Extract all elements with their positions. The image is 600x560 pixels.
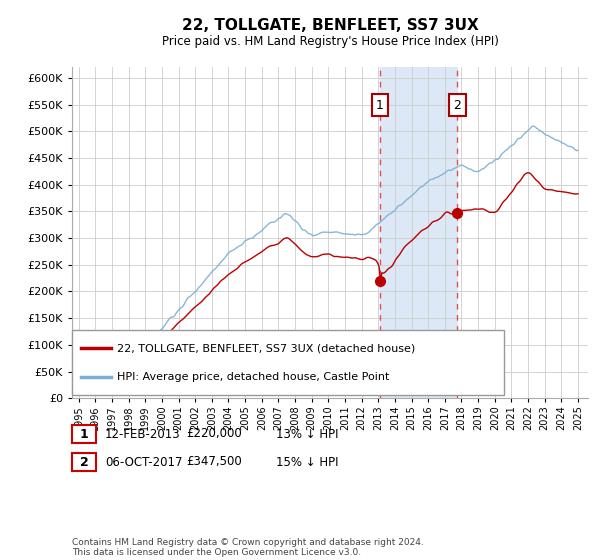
- Text: HPI: Average price, detached house, Castle Point: HPI: Average price, detached house, Cast…: [117, 372, 389, 382]
- Text: Price paid vs. HM Land Registry's House Price Index (HPI): Price paid vs. HM Land Registry's House …: [161, 35, 499, 49]
- Text: £347,500: £347,500: [186, 455, 242, 469]
- Text: 22, TOLLGATE, BENFLEET, SS7 3UX: 22, TOLLGATE, BENFLEET, SS7 3UX: [182, 18, 478, 32]
- Text: 15% ↓ HPI: 15% ↓ HPI: [276, 455, 338, 469]
- Text: £220,000: £220,000: [186, 427, 242, 441]
- Text: 13% ↓ HPI: 13% ↓ HPI: [276, 427, 338, 441]
- Text: 22, TOLLGATE, BENFLEET, SS7 3UX (detached house): 22, TOLLGATE, BENFLEET, SS7 3UX (detache…: [117, 343, 415, 353]
- Text: 1: 1: [80, 427, 88, 441]
- Text: 2: 2: [454, 99, 461, 112]
- Bar: [380, 67, 457, 398]
- Text: 12-FEB-2013: 12-FEB-2013: [105, 427, 181, 441]
- Text: Contains HM Land Registry data © Crown copyright and database right 2024.
This d: Contains HM Land Registry data © Crown c…: [72, 538, 424, 557]
- Text: 06-OCT-2017: 06-OCT-2017: [105, 455, 182, 469]
- Text: 2: 2: [80, 455, 88, 469]
- Text: 1: 1: [376, 99, 384, 112]
